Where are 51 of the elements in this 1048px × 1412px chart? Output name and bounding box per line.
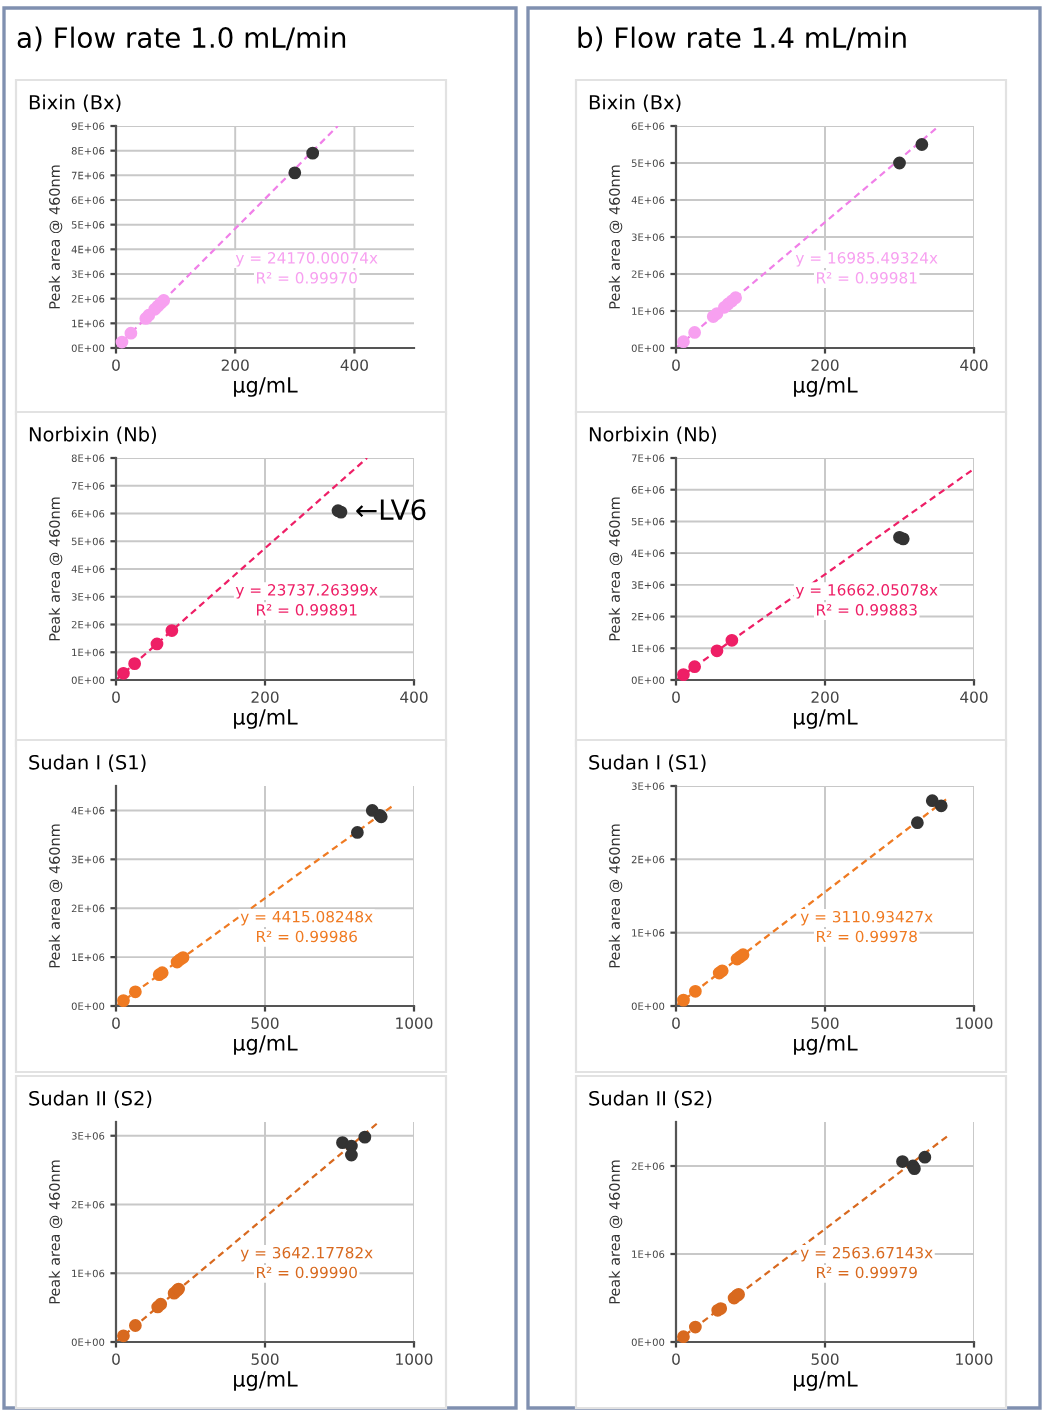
chart-title: Sudan II (S2) [29,1090,152,1108]
chart-subtitle: a) Flow rate 1.0 mL/min [17,26,346,52]
x-axis-title: μg/mL [794,377,858,397]
chart-title: Norbixin (Nb) [29,426,156,444]
point [124,326,138,340]
chart-title: Sudan I (S1) [589,754,706,772]
point [117,1329,130,1343]
point [677,993,690,1007]
x-axis-title: μg/mL [794,1035,858,1055]
point [893,156,906,170]
point [115,335,129,349]
point [358,1130,372,1144]
point [165,624,179,637]
point [918,1150,932,1164]
point [117,994,130,1008]
x-axis-title: μg/mL [234,377,298,397]
point [925,794,939,808]
annotation: ←LV6 [356,499,426,521]
point [688,660,702,674]
point [117,666,130,680]
point [128,985,142,999]
point [350,826,364,839]
point [128,657,142,671]
chart-title: Sudan I (S1) [29,754,146,772]
x-axis-title: μg/mL [234,1035,298,1055]
point [934,799,948,813]
point [677,668,690,681]
point [688,326,702,339]
point [150,637,164,651]
point [677,1330,690,1344]
chart-title: Bixin (Bx) [29,94,121,112]
chart-subtitle: b) Flow rate 1.4 mL/min [578,26,906,52]
x-axis-title: μg/mL [794,1371,858,1391]
point [288,166,302,180]
point [345,1148,358,1162]
chart-title: Sudan II (S2) [589,1090,712,1108]
point [710,644,724,658]
point [128,1319,142,1332]
point [688,1320,702,1334]
point [725,633,739,647]
point [910,816,924,830]
chart-title: Bixin (Bx) [589,94,681,112]
chart-title: Norbixin (Nb) [589,426,716,444]
point [306,146,320,160]
x-axis-title: μg/mL [234,709,298,729]
point [677,335,690,349]
point [896,1155,909,1168]
point [688,984,702,998]
x-axis-title: μg/mL [234,1371,298,1391]
x-axis-title: μg/mL [794,709,858,729]
point [915,138,929,151]
